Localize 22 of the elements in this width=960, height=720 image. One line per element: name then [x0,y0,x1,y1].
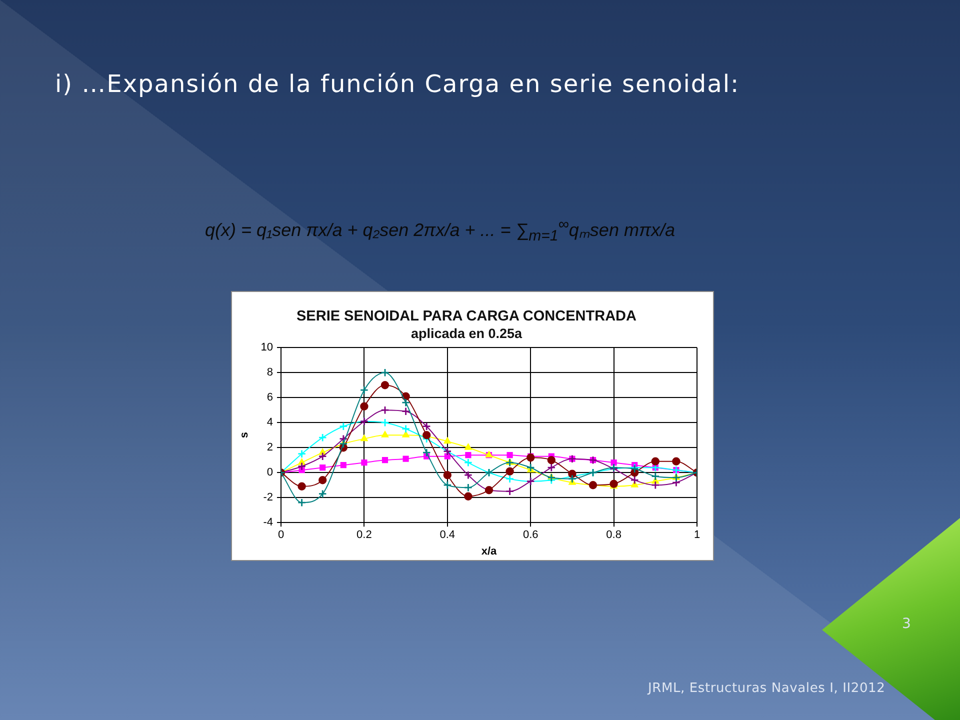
y-tick-label: 10 [260,342,273,354]
y-tick-label: 6 [266,392,273,404]
y-tick-label: 4 [266,416,273,429]
x-tick-label: 0.2 [356,529,372,542]
x-tick-label: 1 [694,529,700,542]
y-axis-title: s [238,432,251,438]
text: q(x) = q₁sen πx/a + q₂sen 2πx/a + ... = ∑$_{m=1}$$^{∞}$qₘsen mπx/a [204,216,676,246]
y-tick-label: 0 [266,466,273,479]
y-tick-label: -2 [263,492,273,504]
text: i) …Expansión de la función Carga en serie senoidal: [55,70,740,99]
x-axis-title: x/a [481,545,498,558]
y-tick-label: -4 [263,516,273,529]
text: 3 [902,616,911,633]
text: JRML, Estructuras Navales I, II2012 [648,681,886,697]
chart-subtitle: aplicada en 0.25a [410,326,523,342]
chart-title: SERIE SENOIDAL PARA CARGA CONCENTRADA [296,308,638,325]
y-tick-label: 8 [266,366,273,379]
x-tick-label: 0.4 [440,529,456,542]
x-tick-label: 0.6 [522,529,538,542]
y-tick-label: 2 [266,442,273,454]
x-tick-label: 0 [278,529,284,542]
x-tick-label: 0.8 [606,529,622,542]
